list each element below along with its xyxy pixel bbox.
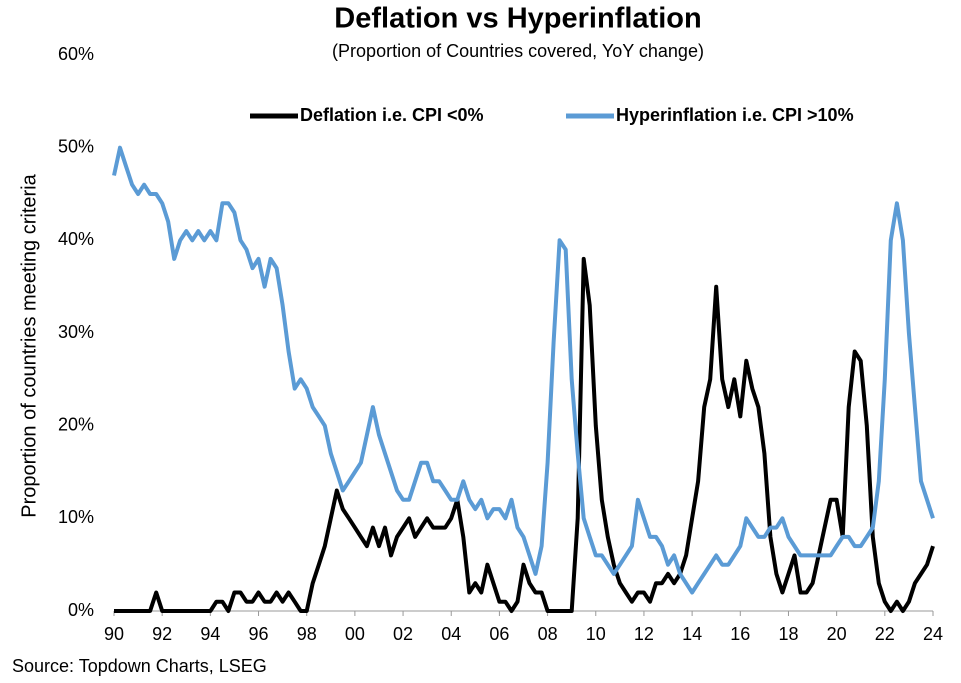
x-tick-label: 04 bbox=[441, 624, 461, 644]
x-tick-label: 90 bbox=[104, 624, 124, 644]
y-tick-label: 20% bbox=[58, 414, 94, 434]
x-tick-label: 00 bbox=[345, 624, 365, 644]
x-tick-label: 02 bbox=[393, 624, 413, 644]
legend-label: Deflation i.e. CPI <0% bbox=[300, 105, 484, 125]
y-tick-label: 60% bbox=[58, 44, 94, 64]
x-tick-label: 12 bbox=[634, 624, 654, 644]
x-tick-label: 08 bbox=[538, 624, 558, 644]
y-tick-label: 0% bbox=[68, 600, 94, 620]
source: Source: Topdown Charts, LSEG bbox=[12, 656, 267, 676]
x-tick-label: 92 bbox=[152, 624, 172, 644]
chart-subtitle: (Proportion of Countries covered, YoY ch… bbox=[332, 41, 704, 61]
x-tick-label: 10 bbox=[586, 624, 606, 644]
x-tick-label: 22 bbox=[875, 624, 895, 644]
y-tick-label: 40% bbox=[58, 229, 94, 249]
y-tick-label: 50% bbox=[58, 136, 94, 156]
x-tick-label: 94 bbox=[200, 624, 220, 644]
x-tick-label: 24 bbox=[923, 624, 943, 644]
y-tick-label: 10% bbox=[58, 507, 94, 527]
x-tick-label: 18 bbox=[778, 624, 798, 644]
y-tick-label: 30% bbox=[58, 322, 94, 342]
series-line bbox=[112, 145, 935, 595]
x-tick-label: 06 bbox=[489, 624, 509, 644]
x-tick-label: 96 bbox=[249, 624, 269, 644]
x-tick-label: 14 bbox=[682, 624, 702, 644]
x-tick-label: 16 bbox=[730, 624, 750, 644]
chart-title: Deflation vs Hyperinflation bbox=[334, 3, 701, 35]
x-tick-label: 20 bbox=[827, 624, 847, 644]
x-tick-label: 98 bbox=[297, 624, 317, 644]
y-axis-title: Proportion of countries meeting criteria bbox=[18, 173, 40, 517]
series-line bbox=[114, 256, 935, 613]
legend-label: Hyperinflation i.e. CPI >10% bbox=[616, 105, 854, 125]
